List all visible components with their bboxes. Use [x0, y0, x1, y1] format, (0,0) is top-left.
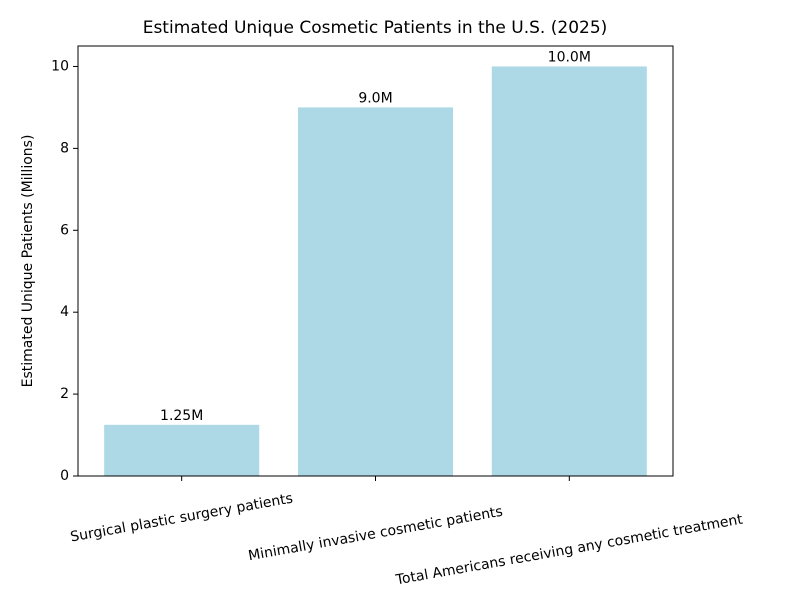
y-axis-label: Estimated Unique Patients (Millions): [20, 135, 36, 388]
x-tick-label: Minimally invasive cosmetic patients: [247, 504, 504, 565]
x-tick-label: Surgical plastic surgery patients: [69, 491, 294, 546]
bar: [297, 107, 454, 476]
value-label: 1.25M: [160, 408, 203, 424]
value-label: 10.0M: [548, 49, 591, 65]
bar: [491, 66, 647, 476]
y-tick-label: 2: [60, 386, 69, 402]
y-tick-label: 8: [60, 140, 69, 156]
chart-title: Estimated Unique Cosmetic Patients in th…: [143, 18, 608, 38]
plot-frame: [77, 45, 674, 477]
value-label: 9.0M: [358, 90, 392, 106]
bar: [104, 424, 260, 476]
y-tick-label: 4: [60, 304, 69, 320]
y-tick-label: 10: [51, 58, 69, 74]
y-tick-label: 6: [60, 222, 69, 238]
y-tick-label: 0: [60, 468, 69, 484]
